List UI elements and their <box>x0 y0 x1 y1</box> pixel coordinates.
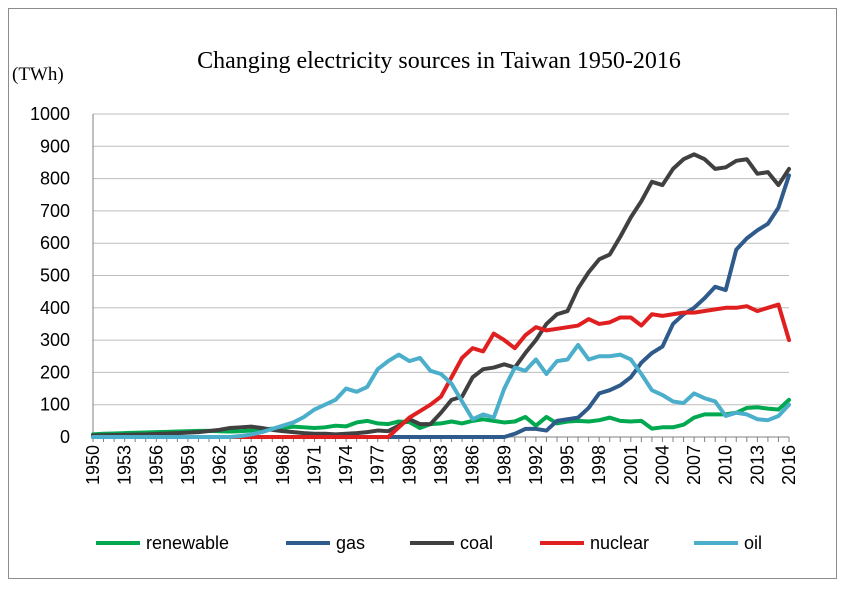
gridlines <box>93 113 789 406</box>
legend-label-oil: oil <box>744 533 762 553</box>
series-line-oil <box>91 342 791 439</box>
y-tick-label: 200 <box>40 362 70 382</box>
legend-label-coal: coal <box>460 533 493 553</box>
legend-label-gas: gas <box>336 533 365 553</box>
y-axis-unit-label: (TWh) <box>12 64 64 85</box>
series-line-coal <box>91 152 791 438</box>
y-tick-label: 600 <box>40 233 70 253</box>
series-lines <box>91 152 791 439</box>
x-tick-label: 1950 <box>83 445 103 485</box>
y-tick-label: 300 <box>40 330 70 350</box>
y-tick-label: 800 <box>40 169 70 189</box>
x-tick-label: 1977 <box>368 445 388 485</box>
y-tick-label: 900 <box>40 136 70 156</box>
series-line-nuclear <box>91 302 791 439</box>
legend-label-nuclear: nuclear <box>590 533 649 553</box>
x-tick-label: 1989 <box>494 445 514 485</box>
x-tick-label: 2007 <box>684 445 704 485</box>
chart-frame <box>8 8 837 579</box>
x-tick-label: 1992 <box>526 445 546 485</box>
x-tick-label: 1962 <box>210 445 230 485</box>
x-tick-label: 2004 <box>652 445 672 485</box>
x-tick-label: 1983 <box>431 445 451 485</box>
x-tick-label: 1965 <box>241 445 261 485</box>
x-tick-label: 1995 <box>558 445 578 485</box>
legend: renewable gas coal nuclear oil <box>96 533 762 553</box>
x-tick-label: 1971 <box>304 445 324 485</box>
y-tick-label: 100 <box>40 395 70 415</box>
x-tick-label: 1968 <box>273 445 293 485</box>
x-tick-label: 2001 <box>621 445 641 485</box>
x-tick-label: 1959 <box>178 445 198 485</box>
y-tick-label: 1000 <box>30 104 70 124</box>
series-line-gas <box>91 173 791 439</box>
legend-label-renewable: renewable <box>146 533 229 553</box>
x-tick-label: 1986 <box>463 445 483 485</box>
x-axis-ticks: 1950 1953 1956 1959 1962 1965 1968 1971 1974 1977… <box>83 445 799 485</box>
x-tick-label: 1956 <box>146 445 166 485</box>
y-tick-label: 500 <box>40 266 70 286</box>
y-tick-label: 0 <box>60 427 70 447</box>
x-tick-label: 1998 <box>589 445 609 485</box>
x-tick-label: 2013 <box>747 445 767 485</box>
x-tick-label: 1953 <box>115 445 135 485</box>
y-tick-label: 700 <box>40 201 70 221</box>
x-tick-label: 2010 <box>716 445 736 485</box>
x-tick-label: 2016 <box>779 445 799 485</box>
y-tick-label: 400 <box>40 298 70 318</box>
chart-title: Changing electricity sources in Taiwan 1… <box>197 48 681 74</box>
x-tick-label: 1980 <box>399 445 419 485</box>
y-axis-ticks: 0 100 200 300 400 500 600 700 800 900 1000 <box>30 104 70 447</box>
x-tick-label: 1974 <box>336 445 356 485</box>
